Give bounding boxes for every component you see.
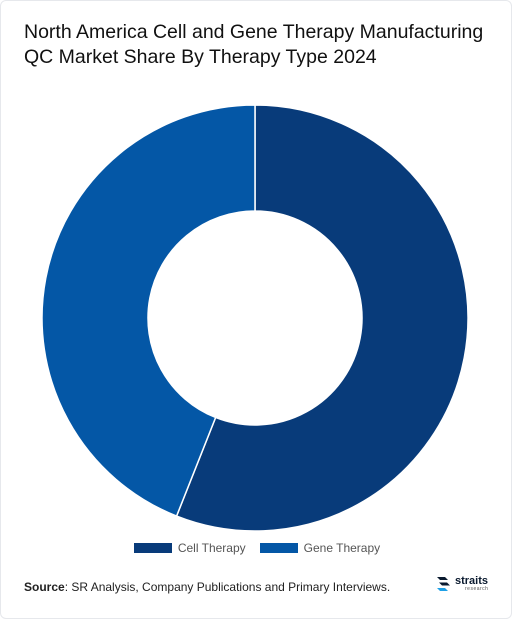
logo-subtitle: research bbox=[465, 586, 489, 592]
chart-legend: Cell Therapy Gene Therapy bbox=[0, 541, 514, 555]
donut-slice-cell-therapy bbox=[175, 104, 469, 532]
source-label: Source bbox=[24, 580, 65, 594]
legend-item-cell-therapy: Cell Therapy bbox=[133, 541, 246, 555]
legend-label-gene-therapy: Gene Therapy bbox=[303, 541, 381, 555]
donut-slice-gene-therapy bbox=[41, 104, 256, 518]
straits-research-logo: straits research bbox=[436, 575, 488, 593]
logo-wordmark: straits bbox=[455, 575, 489, 587]
source-text: SR Analysis, Company Publications and Pr… bbox=[71, 580, 391, 594]
source-note: Source: SR Analysis, Company Publication… bbox=[24, 580, 391, 594]
chart-title: North America Cell and Gene Therapy Manu… bbox=[24, 21, 484, 68]
legend-label-cell-therapy: Cell Therapy bbox=[177, 541, 246, 555]
legend-swatch-gene-therapy bbox=[259, 543, 298, 553]
straits-logo-icon bbox=[437, 577, 450, 591]
legend-swatch-cell-therapy bbox=[133, 543, 172, 553]
legend-item-gene-therapy: Gene Therapy bbox=[259, 541, 381, 555]
